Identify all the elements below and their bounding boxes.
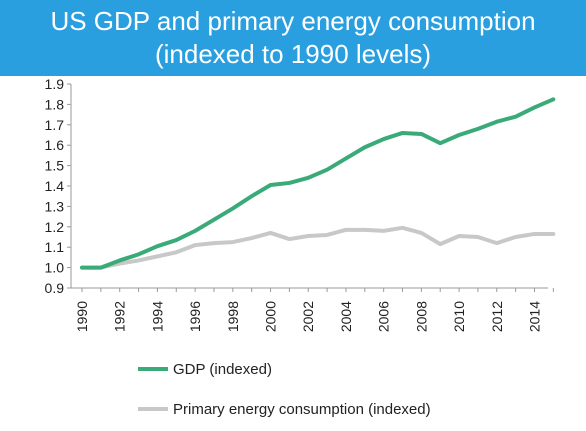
y-tick-label: 1.0 (45, 260, 65, 276)
x-tick-label: 1992 (112, 301, 128, 332)
x-tick-label: 2006 (376, 301, 392, 332)
y-tick-label: 0.9 (45, 280, 65, 296)
x-tick-label: 2010 (451, 301, 467, 332)
gdp-series-line (80, 97, 556, 270)
y-tick-label: 1.7 (45, 117, 65, 133)
legend-label-gdp: GDP (indexed) (173, 361, 272, 378)
chart-title-banner: US GDP and primary energy consumption (i… (0, 0, 586, 76)
x-tick-label: 2008 (413, 301, 429, 332)
legend-label-energy: Primary energy consumption (indexed) (173, 401, 431, 418)
x-tick-label: 2004 (338, 301, 354, 332)
y-tick-label: 1.6 (45, 137, 65, 153)
line-chart: 0.9 1.0 1.1 1.2 1.3 1.4 1.5 1.6 1.7 1.8 1.9 1990 199… (45, 76, 556, 418)
x-tick-label: 1996 (187, 301, 203, 332)
y-tick-label: 1.4 (45, 178, 65, 194)
chart-title: US GDP and primary energy consumption (50, 6, 536, 36)
y-tick-label: 1.1 (45, 239, 65, 255)
y-tick-label: 1.2 (45, 219, 65, 235)
x-tick-label: 1990 (74, 301, 90, 332)
x-tick-label: 2000 (263, 301, 279, 332)
y-tick-label: 1.9 (45, 76, 65, 92)
x-tick-label: 1994 (149, 301, 165, 332)
energy-series-line (80, 225, 556, 270)
x-tick-label: 1998 (225, 301, 241, 332)
y-tick-label: 1.3 (45, 198, 65, 214)
y-tick-label: 1.5 (45, 158, 65, 174)
chart-subtitle: (indexed to 1990 levels) (154, 39, 432, 69)
x-tick-label: 2012 (489, 301, 505, 332)
y-tick-label: 1.8 (45, 96, 65, 112)
x-tick-label: 2002 (300, 301, 316, 332)
x-tick-label: 2014 (526, 301, 542, 332)
